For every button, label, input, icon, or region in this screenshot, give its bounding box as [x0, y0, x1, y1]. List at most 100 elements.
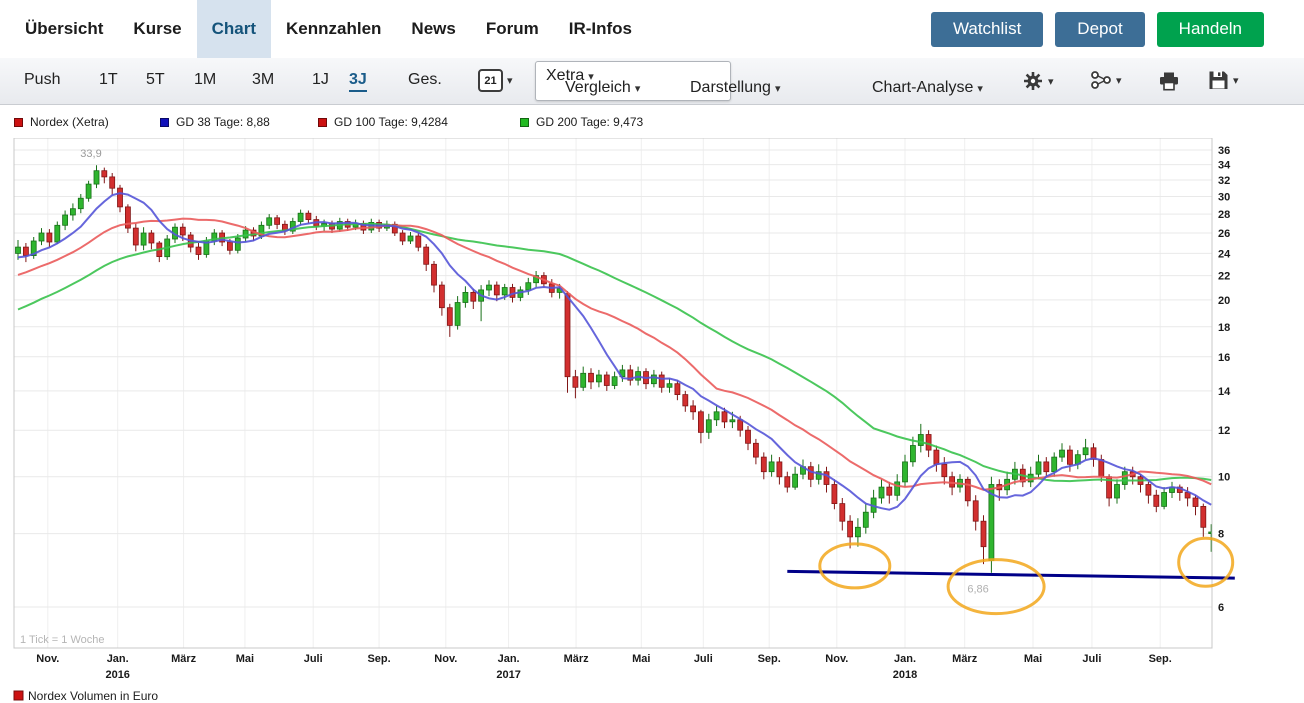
y-axis-label: 32	[1218, 175, 1230, 187]
y-axis-label: 6	[1218, 602, 1224, 614]
y-axis-label: 10	[1218, 472, 1230, 484]
settings-button[interactable]: ▾	[1022, 70, 1054, 92]
x-axis-label: Juli	[1082, 653, 1101, 665]
range-1t[interactable]: 1T	[99, 71, 118, 88]
y-axis-label: 18	[1218, 322, 1230, 334]
x-axis-label: Jan.	[107, 653, 129, 665]
x-axis-label: Sep.	[367, 653, 390, 665]
y-axis-label: 34	[1218, 160, 1231, 172]
calendar-icon: 21	[478, 69, 503, 92]
price-chart[interactable]: 33,96,86363432302826242220181614121086No…	[0, 138, 1304, 703]
x-axis-label: Nov.	[825, 653, 848, 665]
gd-100-line	[17, 217, 1212, 491]
printer-icon	[1160, 72, 1178, 91]
handeln-button[interactable]: Handeln	[1156, 11, 1264, 47]
x-axis-year-label: 2017	[496, 669, 520, 681]
highlight-ellipse	[818, 542, 892, 590]
legend-label: GD 200 Tage: 9,473	[536, 115, 644, 129]
chevron-down-icon: ▾	[634, 83, 641, 95]
x-axis-year-label: 2016	[105, 669, 129, 681]
y-axis-label: 12	[1218, 425, 1230, 437]
top-navigation: Übersicht Kurse Chart Kennzahlen News Forum IR…	[0, 0, 1304, 58]
y-axis-label: 28	[1218, 209, 1230, 221]
print-button[interactable]	[1158, 72, 1180, 91]
menu-chart-analyse[interactable]: Chart-Analyse ▾	[872, 79, 983, 96]
menu-darstellung[interactable]: Darstellung ▾	[690, 79, 781, 96]
save-button[interactable]: ▾	[1208, 70, 1239, 91]
chevron-down-icon: ▾	[507, 75, 513, 87]
chevron-down-icon: ▾	[977, 83, 983, 95]
x-axis-label: Mai	[632, 653, 650, 665]
range-5t[interactable]: 5T	[146, 71, 165, 88]
x-axis-year-label: 2018	[893, 669, 917, 681]
watchlist-button[interactable]: Watchlist	[930, 11, 1044, 47]
nav-item-ir-infos[interactable]: IR-Infos	[568, 19, 633, 38]
chart-legend: Nordex (Xetra) GD 38 Tage: 8,88 GD 100 Tag…	[0, 105, 1304, 138]
exchange-dropdown-box[interactable]	[535, 61, 731, 101]
legend-swatch	[318, 117, 327, 127]
gd-38-line	[17, 192, 1212, 511]
chevron-down-icon: ▾	[588, 71, 594, 83]
tick-note: 1 Tick = 1 Woche	[20, 634, 104, 646]
x-axis-label: Mai	[1024, 653, 1042, 665]
x-axis-label: Nov.	[434, 653, 457, 665]
exchange-dropdown[interactable]: Xetra ▾	[546, 67, 594, 85]
legend-label: GD 100 Tage: 9,4284	[334, 115, 448, 129]
nav-item-kennzahlen[interactable]: Kennzahlen	[286, 19, 382, 38]
volume-legend-swatch	[13, 690, 24, 701]
legend-label: Nordex (Xetra)	[30, 115, 109, 129]
chevron-down-icon: ▾	[1048, 75, 1054, 88]
y-axis-label: 30	[1218, 192, 1230, 204]
x-axis-label: Mai	[236, 653, 254, 665]
range-ges[interactable]: Ges.	[408, 71, 442, 88]
range-3j[interactable]: 3J	[349, 71, 367, 92]
range-1m[interactable]: 1M	[194, 71, 217, 88]
x-axis-label: Jan.	[498, 653, 520, 665]
nav-item-kurse[interactable]: Kurse	[133, 19, 182, 38]
y-axis-label: 26	[1218, 228, 1230, 240]
plot-background	[14, 138, 1212, 648]
legend-swatch	[14, 117, 23, 127]
calendar-day: 21	[484, 74, 497, 87]
x-axis-label: März	[952, 653, 978, 665]
x-axis-label: Jan.	[894, 653, 916, 665]
support-trendline	[787, 569, 1235, 580]
main-nav: Übersicht Kurse Chart Kennzahlen News Forum IR…	[10, 0, 647, 58]
legend-swatch	[160, 117, 169, 127]
nav-item-ubersicht[interactable]: Übersicht	[25, 19, 104, 38]
y-axis-label: 24	[1218, 248, 1231, 260]
gear-icon	[1024, 72, 1042, 90]
peak-price-label: 33,9	[80, 148, 101, 160]
calendar-button[interactable]: 21 ▾	[478, 69, 513, 92]
legend-gd-38-tage-8-88: GD 38 Tage: 8,88	[160, 115, 270, 129]
highlight-ellipse	[1177, 536, 1235, 588]
legend-gd-100-tage-9-4284: GD 100 Tage: 9,4284	[318, 115, 448, 129]
y-axis-label: 16	[1218, 352, 1230, 364]
range-3m[interactable]: 3M	[252, 71, 275, 88]
legend-label: GD 38 Tage: 8,88	[176, 115, 270, 129]
range-push[interactable]: Push	[24, 71, 61, 88]
y-axis-label: 20	[1218, 295, 1230, 307]
nav-action-buttons: Watchlist Depot Handeln	[930, 11, 1264, 47]
save-icon	[1209, 71, 1228, 89]
chevron-down-icon: ▾	[1233, 75, 1239, 87]
chart-toolbar: 21 ▾ Xetra ▾ ▾ ▾ ▾ Push 1T 5T 1M 3M 1J 3J Ges. Ve…	[0, 58, 1304, 105]
gd-200-line	[17, 222, 1212, 483]
legend-swatch	[520, 117, 529, 127]
depot-button[interactable]: Depot	[1055, 11, 1145, 47]
low-price-label: 6,86	[967, 584, 988, 596]
exchange-value: Xetra	[546, 67, 585, 84]
chevron-down-icon: ▾	[774, 83, 781, 95]
menu-vergleich[interactable]: Vergleich ▾	[565, 79, 641, 96]
volume-legend-label: Nordex Volumen in Euro	[28, 689, 158, 703]
nav-item-forum[interactable]: Forum	[485, 19, 539, 38]
chart-tools-button[interactable]: ▾	[1090, 70, 1122, 90]
share-nodes-icon	[1091, 71, 1111, 89]
x-axis-label: Juli	[694, 653, 713, 665]
x-axis-label: März	[171, 653, 197, 665]
x-axis-label: Juli	[304, 653, 323, 665]
nav-item-news[interactable]: News	[411, 19, 456, 38]
nav-item-chart[interactable]: Chart	[196, 0, 272, 58]
plot-border[interactable]	[13, 138, 1213, 649]
range-1j[interactable]: 1J	[312, 71, 329, 88]
